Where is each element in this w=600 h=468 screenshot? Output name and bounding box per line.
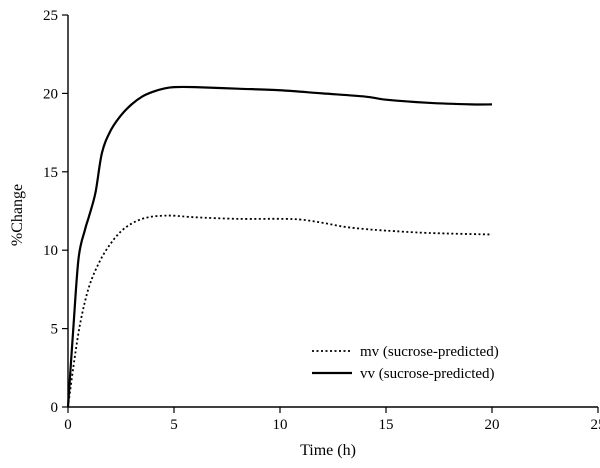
y-tick-label: 10 bbox=[43, 243, 58, 259]
series-line-vv bbox=[66, 85, 493, 408]
x-axis-title: Time (h) bbox=[300, 442, 356, 459]
legend: mv (sucrose-predicted) vv (sucrose-predi… bbox=[312, 344, 499, 382]
y-tick-label: 5 bbox=[51, 322, 59, 338]
y-tick-label: 15 bbox=[43, 165, 58, 181]
y-tick-label: 20 bbox=[43, 86, 58, 102]
x-tick-label: 10 bbox=[273, 417, 288, 433]
legend-label-mv: mv (sucrose-predicted) bbox=[360, 344, 499, 360]
x-tick-label: 5 bbox=[170, 417, 178, 433]
legend-label-vv: vv (sucrose-predicted) bbox=[360, 366, 495, 382]
x-tick-label: 15 bbox=[379, 417, 394, 433]
y-axis-title: %Change bbox=[9, 184, 26, 246]
series-lines bbox=[66, 85, 493, 408]
x-tick-label: 0 bbox=[64, 417, 72, 433]
x-tick-label: 25 bbox=[591, 417, 600, 433]
x-tick-label: 20 bbox=[485, 417, 500, 433]
axes bbox=[67, 15, 598, 408]
series-line-mv bbox=[67, 214, 493, 408]
y-tick-label: 0 bbox=[51, 400, 59, 416]
ticks: 0 5 10 15 20 25 0 5 10 15 20 25 bbox=[43, 8, 600, 433]
y-tick-label: 25 bbox=[43, 8, 58, 24]
